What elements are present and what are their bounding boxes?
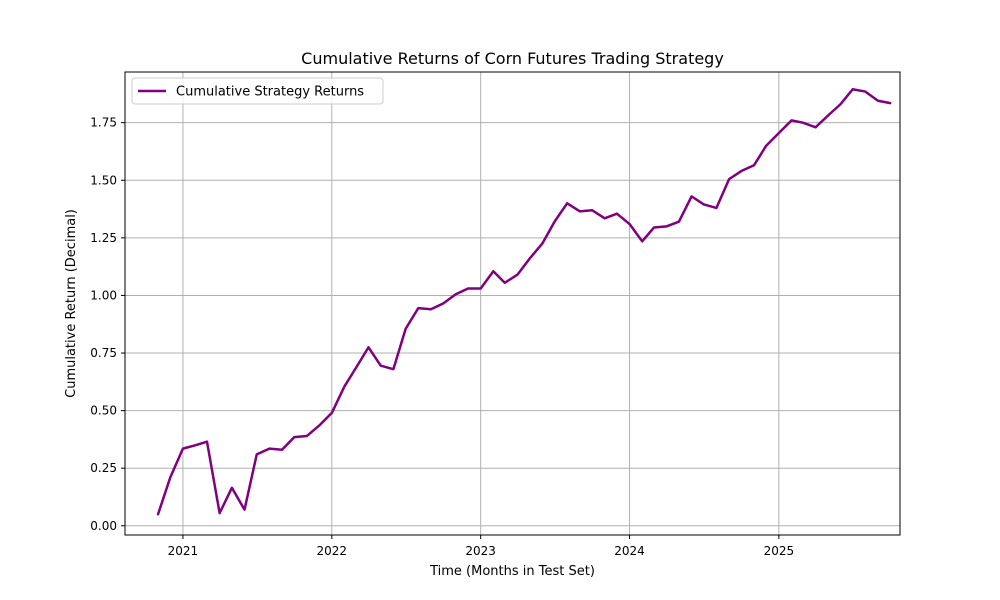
data-point bbox=[219, 512, 221, 514]
data-point bbox=[455, 293, 457, 295]
y-tick-label: 1.50 bbox=[90, 173, 117, 187]
data-point bbox=[802, 122, 804, 124]
data-point bbox=[765, 145, 767, 147]
data-point bbox=[504, 282, 506, 284]
data-point bbox=[889, 102, 891, 104]
data-point bbox=[195, 444, 197, 446]
data-point bbox=[182, 448, 184, 450]
data-point bbox=[244, 509, 246, 511]
data-point bbox=[405, 328, 407, 330]
data-point bbox=[492, 270, 494, 272]
tick-layer: 2021 2022 2023 2024 2025 0.00 0.25 0.50 0.75 1.00… bbox=[90, 116, 794, 558]
data-point bbox=[653, 226, 655, 228]
data-point bbox=[417, 307, 419, 309]
legend: Cumulative Strategy Returns bbox=[131, 77, 384, 105]
data-point bbox=[516, 274, 518, 276]
data-point bbox=[442, 303, 444, 305]
data-point bbox=[467, 288, 469, 290]
chart-title: Cumulative Returns of Corn Futures Tradi… bbox=[301, 49, 724, 68]
data-point bbox=[778, 132, 780, 134]
data-point bbox=[529, 258, 531, 260]
data-point bbox=[430, 308, 432, 310]
data-point bbox=[169, 476, 171, 478]
y-tick-label: 0.50 bbox=[90, 404, 117, 418]
data-point bbox=[331, 412, 333, 414]
data-point bbox=[852, 88, 854, 90]
data-point bbox=[306, 435, 308, 437]
data-point bbox=[753, 164, 755, 166]
y-tick-label: 0.25 bbox=[90, 461, 117, 475]
data-point bbox=[839, 103, 841, 105]
data-point bbox=[604, 217, 606, 219]
x-tick-label: 2023 bbox=[465, 544, 496, 558]
y-tick-label: 1.25 bbox=[90, 231, 117, 245]
y-tick-label: 1.00 bbox=[90, 288, 117, 302]
data-point bbox=[703, 203, 705, 205]
series-line bbox=[156, 88, 892, 516]
data-point bbox=[566, 202, 568, 204]
data-point bbox=[281, 449, 283, 451]
line-layer bbox=[156, 88, 892, 516]
data-point bbox=[815, 126, 817, 128]
data-point bbox=[318, 425, 320, 427]
data-point bbox=[256, 453, 258, 455]
data-point bbox=[691, 195, 693, 197]
data-point bbox=[380, 365, 382, 367]
data-point bbox=[791, 119, 793, 121]
data-point bbox=[579, 210, 581, 212]
y-tick-label: 0.75 bbox=[90, 346, 117, 360]
plot-frame bbox=[124, 71, 901, 536]
data-point bbox=[591, 209, 593, 211]
legend-box bbox=[131, 77, 384, 105]
data-point bbox=[293, 436, 295, 438]
data-point bbox=[480, 288, 482, 290]
x-tick-label: 2022 bbox=[317, 544, 348, 558]
data-point bbox=[629, 223, 631, 225]
data-point bbox=[157, 513, 159, 515]
data-point bbox=[666, 225, 668, 227]
data-point bbox=[541, 243, 543, 245]
data-point bbox=[641, 240, 643, 242]
data-point bbox=[715, 207, 717, 209]
data-point bbox=[554, 221, 556, 223]
data-point bbox=[678, 221, 680, 223]
data-point bbox=[616, 213, 618, 215]
data-point bbox=[368, 346, 370, 348]
x-tick-label: 2021 bbox=[168, 544, 199, 558]
y-axis-label: Cumulative Return (Decimal) bbox=[64, 209, 79, 398]
data-point bbox=[740, 170, 742, 172]
data-point bbox=[864, 91, 866, 93]
x-tick-label: 2024 bbox=[614, 544, 645, 558]
data-point bbox=[231, 487, 233, 489]
y-tick-label: 0.00 bbox=[90, 519, 117, 533]
data-point bbox=[343, 385, 345, 387]
data-point bbox=[355, 367, 357, 369]
data-point bbox=[877, 100, 879, 102]
grid-layer bbox=[125, 72, 900, 535]
legend-label: Cumulative Strategy Returns bbox=[176, 85, 364, 100]
x-axis-label: Time (Months in Test Set) bbox=[429, 564, 595, 579]
x-tick-label: 2025 bbox=[764, 544, 795, 558]
data-point bbox=[392, 368, 394, 370]
y-tick-label: 1.75 bbox=[90, 116, 117, 130]
data-point bbox=[206, 441, 208, 443]
data-point bbox=[268, 448, 270, 450]
data-point bbox=[827, 115, 829, 117]
data-point bbox=[728, 178, 730, 180]
